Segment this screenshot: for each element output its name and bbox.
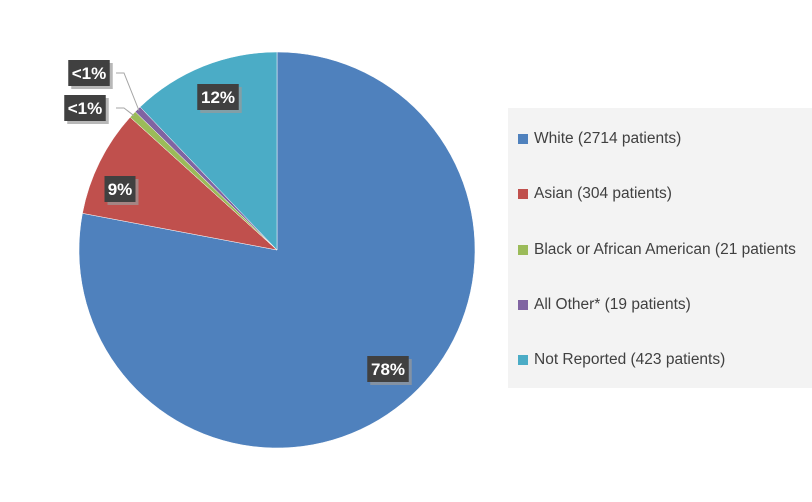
data-label-not-reported: 12%: [197, 84, 242, 113]
data-label-asian: 9%: [104, 176, 139, 205]
legend-swatch-asian: [518, 189, 528, 199]
legend-label-white: White (2714 patients): [534, 130, 682, 147]
legend-label-not-reported: Not Reported (423 patients): [534, 351, 726, 368]
legend-item-white: White (2714 patients): [518, 130, 681, 148]
pie-slice-not-reported: [139, 51, 278, 251]
data-label-text: 12%: [201, 88, 235, 107]
data-labels: 78% 9% <1% <1% 12%: [64, 60, 412, 385]
leader-line-all-other: [116, 72, 140, 111]
legend-item-all-other: All Other* (19 patients): [518, 296, 691, 314]
data-label-box: [104, 176, 136, 202]
legend-item-black: Black or African American (21 patients: [518, 241, 796, 259]
leader-line-black-or-african-american: [116, 107, 135, 117]
data-label-text: <1%: [72, 64, 107, 83]
pie-slice-asian: [82, 116, 278, 251]
legend-label-black: Black or African American (21 patients: [534, 241, 796, 258]
data-label-black-or-african-american: <1%: [64, 95, 109, 124]
legend-swatch-all-other: [518, 300, 528, 310]
legend-label-asian: Asian (304 patients): [534, 185, 672, 202]
legend-swatch-not-reported: [518, 355, 528, 365]
data-label-text: <1%: [68, 99, 103, 118]
legend-label-all-other: All Other* (19 patients): [534, 296, 691, 313]
data-label-box: [68, 60, 110, 86]
data-label-box: [367, 356, 409, 382]
legend-swatch-white: [518, 134, 528, 144]
pie-slices: [78, 51, 476, 449]
data-label-text: 9%: [108, 180, 133, 199]
legend: White (2714 patients) Asian (304 patient…: [508, 108, 812, 388]
legend-swatch-black: [518, 245, 528, 255]
leader-lines: [116, 72, 140, 117]
legend-item-not-reported: Not Reported (423 patients): [518, 351, 725, 369]
data-label-white: 78%: [367, 356, 412, 385]
data-label-all-other: <1%: [68, 60, 113, 89]
data-label-text: 78%: [371, 360, 405, 379]
pie-slice-white: [78, 51, 476, 449]
data-label-box: [64, 95, 106, 121]
legend-item-asian: Asian (304 patients): [518, 185, 672, 203]
data-label-box: [197, 84, 239, 110]
